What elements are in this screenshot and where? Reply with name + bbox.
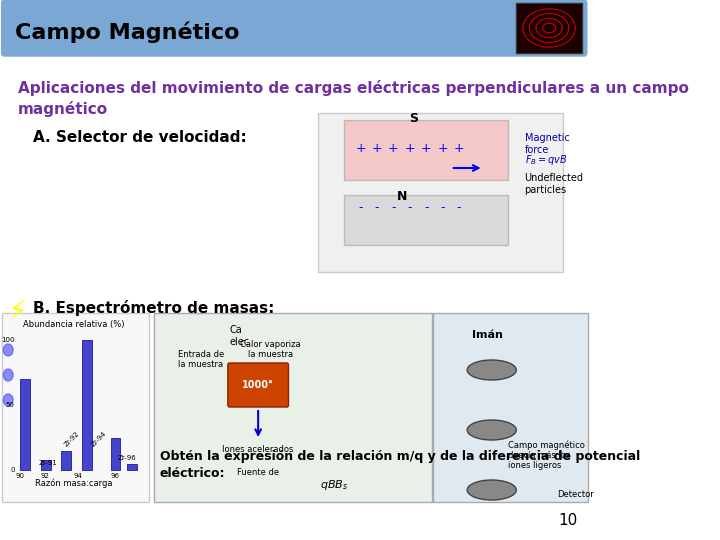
Text: 0: 0	[10, 467, 14, 473]
Bar	[41, 460, 51, 470]
Text: 94: 94	[73, 473, 82, 479]
Text: +: +	[437, 141, 448, 154]
Text: -: -	[408, 201, 412, 214]
Text: $qBB_s$: $qBB_s$	[320, 478, 348, 492]
Text: 100: 100	[1, 337, 14, 343]
Circle shape	[4, 369, 13, 381]
Text: Obtén la expresión de la relación m/q y de la diferencia de potencial
eléctrico:: Obtén la expresión de la relación m/q y …	[160, 450, 640, 480]
Bar	[127, 463, 137, 470]
Text: -: -	[441, 201, 445, 214]
FancyBboxPatch shape	[516, 3, 582, 53]
FancyBboxPatch shape	[344, 120, 508, 180]
FancyBboxPatch shape	[318, 113, 563, 272]
Text: -: -	[424, 201, 428, 214]
Text: Calor vaporiza
la muestra: Calor vaporiza la muestra	[240, 340, 301, 360]
Circle shape	[4, 344, 13, 356]
FancyBboxPatch shape	[433, 313, 588, 502]
FancyBboxPatch shape	[1, 0, 587, 56]
Text: Undeflected
particles: Undeflected particles	[524, 173, 583, 194]
Text: +: +	[421, 141, 431, 154]
Text: 10: 10	[559, 513, 577, 528]
Bar	[111, 437, 120, 470]
Text: Zr-94: Zr-94	[89, 430, 107, 448]
Bar	[82, 340, 91, 470]
Text: 90: 90	[16, 473, 25, 479]
Text: -: -	[359, 201, 363, 214]
Text: +: +	[355, 141, 366, 154]
Bar	[20, 379, 30, 470]
Text: Zr-92: Zr-92	[63, 430, 81, 448]
Text: Campo magnético
desvía más los
iones ligeros: Campo magnético desvía más los iones lig…	[508, 440, 585, 470]
Text: Aplicaciones del movimiento de cargas eléctricas perpendiculares a un campo
magn: Aplicaciones del movimiento de cargas el…	[18, 80, 689, 117]
Text: Zr-91: Zr-91	[38, 460, 57, 466]
Ellipse shape	[467, 480, 516, 500]
Text: Campo Magnético: Campo Magnético	[14, 21, 239, 43]
Text: N: N	[397, 190, 407, 203]
Circle shape	[4, 394, 13, 406]
Text: Iones acelerados: Iones acelerados	[222, 445, 294, 454]
Text: +: +	[372, 141, 382, 154]
FancyBboxPatch shape	[154, 313, 432, 502]
Text: S: S	[410, 112, 418, 125]
Bar	[61, 450, 71, 470]
Text: Imán: Imán	[472, 330, 503, 340]
Ellipse shape	[467, 420, 516, 440]
Ellipse shape	[467, 360, 516, 380]
Text: Fuente de: Fuente de	[237, 468, 279, 477]
Text: Entrada de
la muestra: Entrada de la muestra	[178, 350, 224, 369]
Text: Razón masa:carga: Razón masa:carga	[35, 478, 112, 488]
FancyBboxPatch shape	[2, 313, 149, 502]
Text: +: +	[454, 141, 464, 154]
Text: -: -	[391, 201, 395, 214]
Text: 96: 96	[110, 473, 120, 479]
Text: 1000°: 1000°	[242, 380, 274, 390]
Text: Detector: Detector	[557, 490, 594, 499]
FancyBboxPatch shape	[228, 363, 289, 407]
Text: B. Espectrómetro de masas:: B. Espectrómetro de masas:	[33, 300, 274, 316]
FancyBboxPatch shape	[344, 195, 508, 245]
Text: Magnetic
force: Magnetic force	[524, 133, 570, 154]
Text: +: +	[388, 141, 399, 154]
Text: $F_B = qvB$: $F_B = qvB$	[524, 153, 567, 167]
Text: Ca
elec: Ca elec	[230, 325, 250, 347]
Text: ⚡: ⚡	[8, 298, 27, 326]
Text: 50: 50	[6, 402, 14, 408]
Text: +: +	[405, 141, 415, 154]
Text: Zr-96: Zr-96	[117, 455, 136, 461]
Text: 92: 92	[40, 473, 50, 479]
Text: -: -	[456, 201, 462, 214]
Text: A. Selector de velocidad:: A. Selector de velocidad:	[33, 130, 246, 145]
Text: -: -	[374, 201, 379, 214]
Text: Abundancia relativa (%): Abundancia relativa (%)	[23, 320, 125, 329]
